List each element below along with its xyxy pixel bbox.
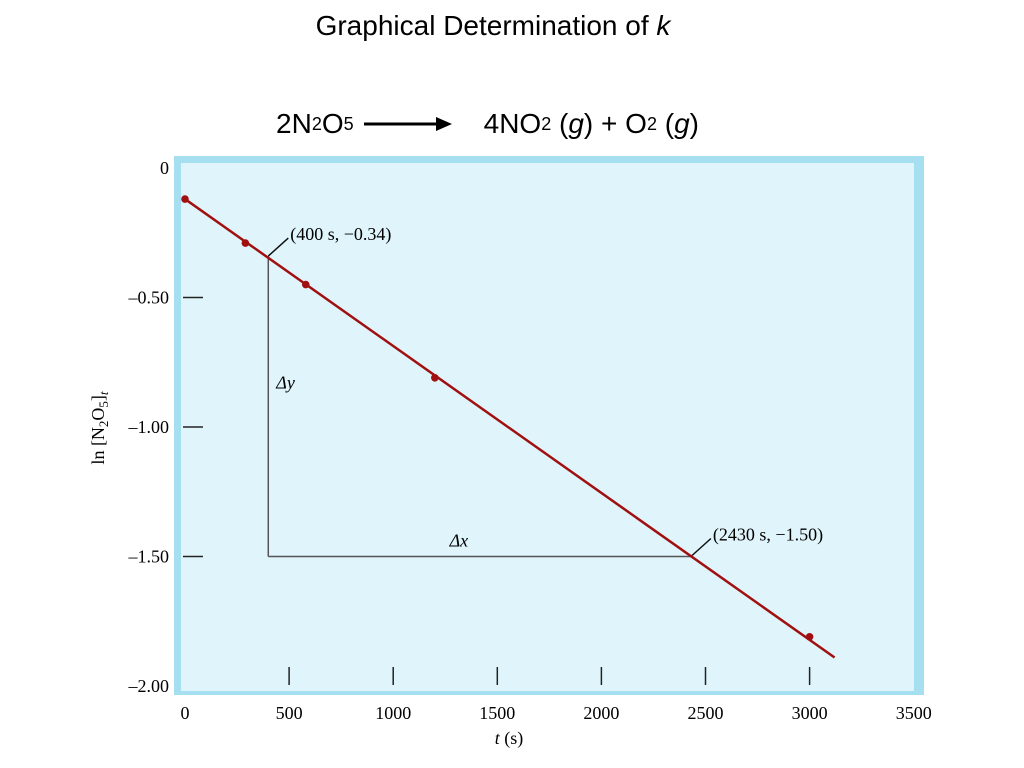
data-point-4 [805,632,814,641]
y-label-sub1: 2 [96,421,111,428]
product1-state: g [568,108,584,139]
y-axis-label: ln [N2O5]t [88,391,111,465]
product2-state-close: ) [689,108,699,139]
reactant-n: N [291,108,312,139]
x-tick-label-500: 500 [276,703,303,723]
x-axis-label-unit: (s) [504,728,523,749]
product2-formula: O [625,108,647,139]
y-label-sub2: 5 [96,401,111,408]
product1-coef: 4 [483,108,500,139]
y-label-close: ] [88,395,108,401]
slope-construction: Δy Δx (400 s, −0.34) (2430 s, −1.50) [267,224,823,558]
x-tick-label-3000: 3000 [792,703,828,723]
plot-area [181,163,914,691]
y-tick-label-1: –0.50 [128,288,170,308]
x-tick-label-1500: 1500 [479,703,515,723]
chart-title: Graphical Determination of k [0,10,986,42]
y-label-prefix: ln [N [88,427,108,465]
fit-line [184,198,836,659]
x-tick-label-2000: 2000 [583,703,619,723]
plus-sign: + [601,108,618,139]
title-text: Graphical Determination of [315,10,649,41]
x-axis-label: t (s) [495,728,524,749]
y-tick-label-2: –1.00 [128,417,170,437]
data-point-3 [431,373,439,382]
data-point-2 [301,280,310,289]
x-tick-label-0: 0 [181,703,190,723]
y-label-mid: O [88,408,108,421]
y-tick-label-3: –1.50 [128,547,170,567]
x-axis-label-var: t [495,728,501,748]
x-tick-label-3500: 3500 [896,703,932,723]
data-point-1 [241,239,250,247]
data-marks [181,195,836,659]
y-tick-label-0: 0 [160,158,169,178]
delta-y-label: Δy [275,372,295,392]
product2-state: g [674,108,690,139]
product1-state-open: ( [559,108,569,139]
axes: 0 500 1000 1500 2000 2500 3000 3500 0 –0.50 –1.00 –… [128,158,932,723]
reactant-coef: 2 [276,108,292,139]
product2-state-open: ( [664,108,675,139]
data-point-0 [181,195,189,203]
annotation-leader-1 [690,537,712,558]
title-variable: k [656,10,671,41]
annotation-label-1: (2430 s, −1.50) [713,525,823,546]
product1-state-close: ) [583,108,594,139]
reactant-o: O [321,108,344,139]
product1-formula: NO [499,108,542,139]
x-tick-label-1000: 1000 [375,703,411,723]
annotation-label-0: (400 s, −0.34) [290,224,391,245]
reaction-arrow-icon [363,117,452,131]
x-tick-label-2500: 2500 [688,703,724,723]
y-tick-label-4: –2.00 [128,676,170,696]
annotation-leader-0 [267,237,289,257]
delta-x-label: Δx [449,531,469,551]
y-label-subscript-t: t [96,391,111,395]
